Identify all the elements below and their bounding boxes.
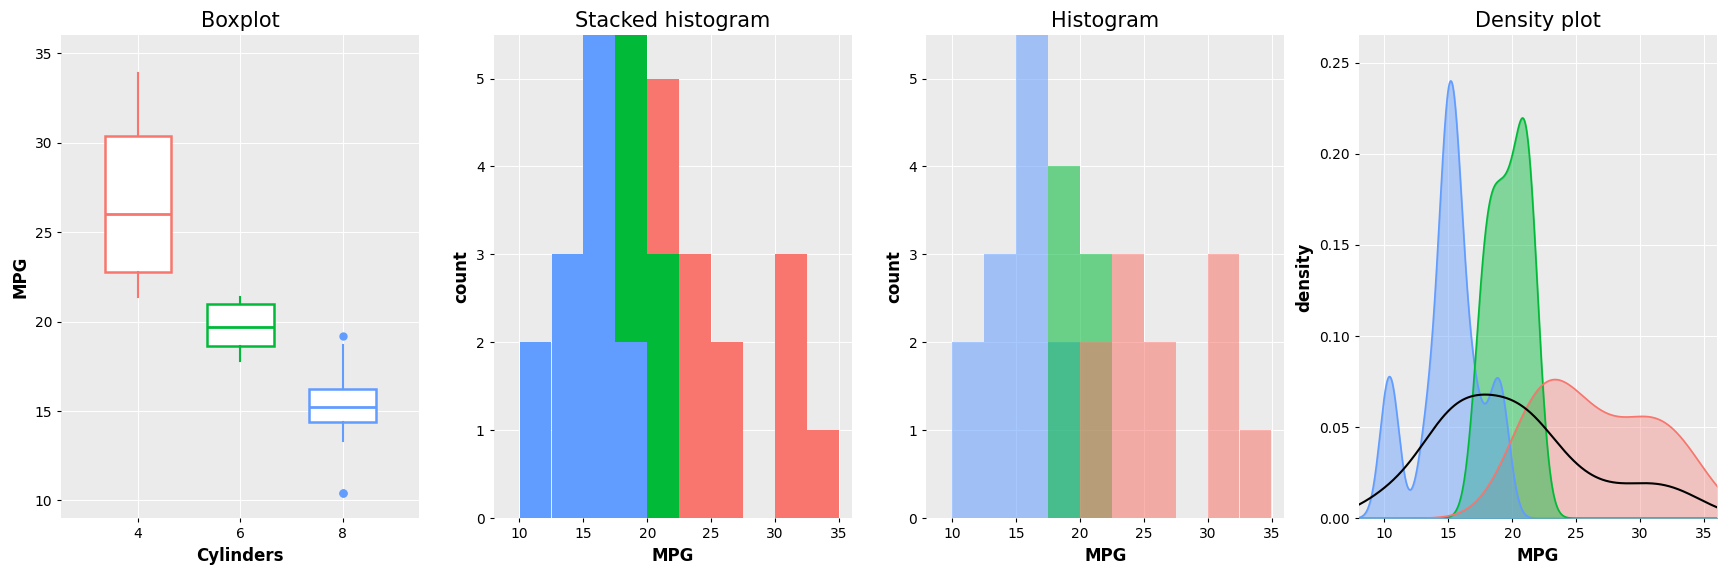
Bar — [1047, 342, 1080, 518]
PathPatch shape — [105, 135, 171, 271]
PathPatch shape — [207, 304, 273, 346]
Bar — [952, 342, 983, 518]
Title: Density plot: Density plot — [1476, 11, 1600, 31]
Bar — [1208, 255, 1239, 518]
Y-axis label: count: count — [885, 251, 902, 304]
Bar — [551, 255, 582, 518]
Y-axis label: count: count — [453, 251, 470, 304]
Bar — [1047, 166, 1080, 518]
Bar — [615, 0, 646, 342]
Bar — [520, 342, 551, 518]
Bar — [615, 342, 646, 518]
Bar — [776, 255, 807, 518]
Bar — [1080, 342, 1111, 518]
X-axis label: MPG: MPG — [651, 547, 695, 565]
Bar — [983, 255, 1016, 518]
PathPatch shape — [309, 389, 377, 422]
Bar — [679, 255, 710, 518]
Y-axis label: density: density — [1296, 242, 1313, 312]
Bar — [1239, 430, 1272, 518]
Bar — [712, 342, 743, 518]
X-axis label: Cylinders: Cylinders — [197, 547, 283, 565]
Bar — [1111, 255, 1144, 518]
Bar — [648, 78, 679, 255]
Bar — [1080, 255, 1111, 518]
Bar — [648, 255, 679, 518]
Bar — [1016, 0, 1047, 518]
Title: Histogram: Histogram — [1051, 11, 1159, 31]
Title: Boxplot: Boxplot — [200, 11, 280, 31]
Title: Stacked histogram: Stacked histogram — [575, 11, 771, 31]
X-axis label: MPG: MPG — [1083, 547, 1127, 565]
Bar — [807, 430, 838, 518]
X-axis label: MPG: MPG — [1517, 547, 1559, 565]
Bar — [1144, 342, 1175, 518]
Y-axis label: MPG: MPG — [10, 256, 29, 298]
Bar — [584, 0, 615, 518]
